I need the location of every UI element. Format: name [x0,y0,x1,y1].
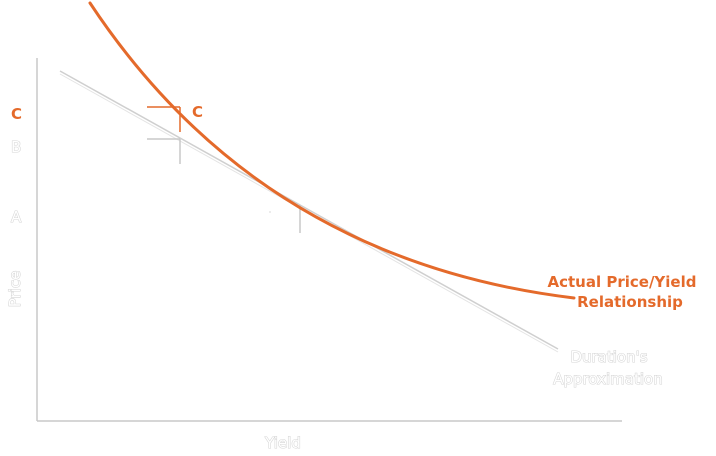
curve-label-line1: Actual Price/Yield [548,273,697,291]
curve-label-line2: Relationship [577,293,683,311]
y-tick-label-c: C [11,105,22,123]
y-tick-label-b: B [11,138,21,156]
y-axis-title: Price [6,271,24,308]
duration-tangent-line [59,70,559,350]
tangent-label-line1: Duration's [570,348,647,366]
y-tick-label-a: A [11,208,22,226]
x-axis-title: Yield [264,434,301,452]
actual-price-yield-curve [88,1,576,300]
curve-point-label: C [192,103,203,121]
tangent-label-line2: Approximation [553,370,662,388]
